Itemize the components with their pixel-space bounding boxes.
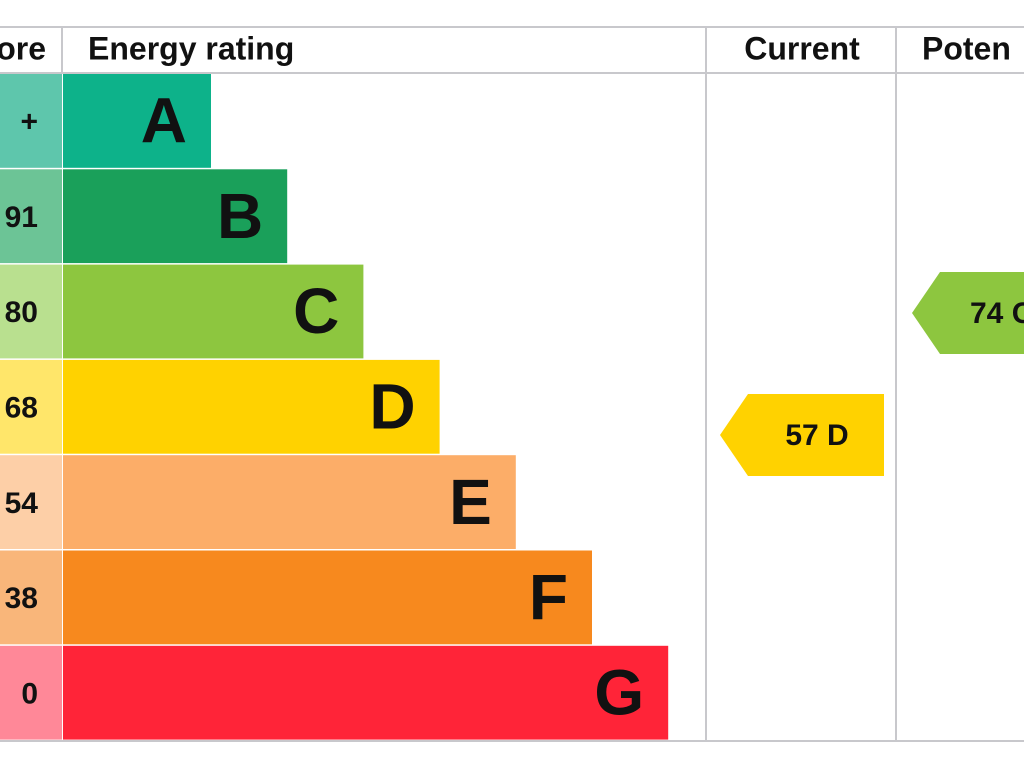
band-score: 80 — [5, 296, 38, 329]
band-letter: F — [529, 561, 568, 633]
band-score: 0 — [21, 677, 38, 710]
band-score: 54 — [5, 487, 39, 520]
bands: + A 91 B 80 C 68 D 54 E 38 F 0 G — [0, 74, 669, 740]
score-cell — [0, 359, 62, 454]
band-letter: C — [293, 275, 339, 347]
band-score: 38 — [5, 582, 38, 615]
band-bar — [63, 455, 516, 549]
score-header: ore — [0, 30, 46, 66]
current-header: Current — [744, 30, 860, 66]
current-label: 57 D — [785, 419, 848, 452]
band-bar — [63, 550, 592, 645]
band-score: + — [20, 106, 38, 139]
potential-arrow — [912, 272, 1024, 354]
band-letter: D — [369, 370, 415, 442]
band-bar — [63, 169, 288, 264]
potential-label: 74 C — [970, 297, 1024, 330]
band-bar — [63, 74, 211, 168]
rating-header: Energy rating — [88, 30, 294, 66]
band-letter: E — [449, 466, 492, 538]
band-bar — [63, 264, 364, 359]
band-bar — [63, 359, 440, 454]
score-cell — [0, 645, 62, 740]
band-bar — [63, 645, 669, 740]
band-score: 91 — [5, 201, 38, 234]
current-arrow — [720, 394, 884, 476]
score-cell — [0, 455, 62, 549]
score-cell — [0, 169, 62, 264]
score-cell — [0, 550, 62, 645]
band-letter: B — [217, 180, 263, 252]
band-score: 68 — [5, 391, 38, 424]
score-cell — [0, 264, 62, 359]
score-cell — [0, 74, 62, 168]
band-letter: A — [141, 85, 187, 157]
band-letter: G — [594, 656, 644, 728]
potential-header: Poten — [922, 30, 1011, 66]
